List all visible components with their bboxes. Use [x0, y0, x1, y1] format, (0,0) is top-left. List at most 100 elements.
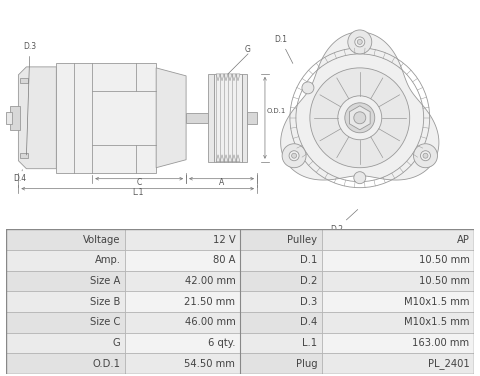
Text: C: C [136, 178, 142, 186]
Text: 42.00 mm: 42.00 mm [185, 276, 235, 286]
Text: G: G [245, 45, 251, 54]
Text: Plug: Plug [296, 359, 317, 369]
Bar [240, 250, 322, 271]
Text: 6 qty.: 6 qty. [208, 338, 235, 348]
Text: PL_2401: PL_2401 [428, 358, 469, 369]
Text: Size A: Size A [90, 276, 120, 286]
Text: D.3: D.3 [300, 297, 317, 307]
Bar [125, 353, 240, 374]
Bar [20, 153, 28, 158]
Circle shape [413, 144, 437, 168]
Polygon shape [228, 155, 232, 162]
Circle shape [355, 37, 365, 47]
Polygon shape [224, 74, 228, 81]
Bar [322, 353, 474, 374]
Text: Size B: Size B [90, 297, 120, 307]
Circle shape [357, 39, 362, 44]
Text: Pulley: Pulley [288, 235, 317, 245]
Polygon shape [228, 74, 232, 81]
Bar [125, 312, 240, 333]
Bar [56, 63, 156, 173]
Bar [125, 333, 240, 353]
Polygon shape [18, 67, 56, 169]
Circle shape [289, 151, 299, 161]
Text: Voltage: Voltage [83, 235, 120, 245]
Polygon shape [156, 68, 186, 168]
Text: D.2: D.2 [300, 276, 317, 286]
Text: AP: AP [456, 235, 469, 245]
Text: 54.50 mm: 54.50 mm [184, 359, 235, 369]
Text: D.4: D.4 [13, 170, 26, 183]
Polygon shape [236, 155, 240, 162]
Polygon shape [220, 74, 224, 81]
Text: A: A [219, 178, 224, 186]
Text: G: G [113, 338, 120, 348]
Bar [322, 291, 474, 312]
Polygon shape [236, 74, 240, 81]
Bar [125, 271, 240, 291]
Bar [240, 333, 322, 353]
Circle shape [302, 82, 314, 94]
Text: D.2: D.2 [330, 209, 358, 233]
Bar [186, 113, 208, 123]
Text: 46.00 mm: 46.00 mm [185, 317, 235, 327]
Circle shape [348, 30, 372, 54]
Bar [6, 112, 12, 124]
Text: 163.00 mm: 163.00 mm [412, 338, 469, 348]
Bar [6, 312, 125, 333]
Text: 10.50 mm: 10.50 mm [419, 276, 469, 286]
Bar [240, 312, 322, 333]
Circle shape [420, 151, 431, 161]
Polygon shape [216, 74, 220, 81]
Circle shape [338, 96, 382, 140]
Bar [6, 291, 125, 312]
Text: M10x1.5 mm: M10x1.5 mm [404, 297, 469, 307]
Bar [242, 74, 247, 162]
Text: O.D.1: O.D.1 [267, 108, 287, 114]
Bar [125, 229, 240, 250]
Bar [214, 74, 242, 162]
Text: 80 A: 80 A [213, 255, 235, 265]
Text: D.1: D.1 [274, 35, 293, 64]
Bar [6, 271, 125, 291]
Text: D.1: D.1 [300, 255, 317, 265]
Bar [247, 112, 257, 124]
Bar [322, 229, 474, 250]
Bar [20, 78, 28, 83]
Polygon shape [220, 155, 224, 162]
Polygon shape [281, 32, 439, 180]
Circle shape [354, 172, 366, 183]
Text: O.D.1: O.D.1 [93, 359, 120, 369]
Bar [6, 333, 125, 353]
Bar [322, 312, 474, 333]
Bar [322, 250, 474, 271]
Bar [240, 229, 322, 250]
Bar [6, 250, 125, 271]
Bar [322, 333, 474, 353]
Bar [208, 74, 214, 162]
Text: L.1: L.1 [302, 338, 317, 348]
Circle shape [345, 103, 375, 133]
Circle shape [423, 153, 428, 158]
Bar [125, 291, 240, 312]
Circle shape [354, 112, 366, 124]
Polygon shape [232, 74, 236, 81]
Polygon shape [224, 155, 228, 162]
Circle shape [282, 144, 306, 168]
Bar [240, 353, 322, 374]
Text: 10.50 mm: 10.50 mm [419, 255, 469, 265]
Bar [322, 271, 474, 291]
Text: M10x1.5 mm: M10x1.5 mm [404, 317, 469, 327]
Polygon shape [216, 155, 220, 162]
Bar [6, 229, 125, 250]
Bar [125, 250, 240, 271]
Bar [11, 106, 20, 130]
Bar [240, 271, 322, 291]
Polygon shape [232, 155, 236, 162]
Text: D.3: D.3 [24, 42, 36, 155]
Text: 12 V: 12 V [213, 235, 235, 245]
Bar [6, 353, 125, 374]
Polygon shape [349, 106, 370, 130]
Text: L.1: L.1 [132, 188, 144, 197]
Text: D.4: D.4 [300, 317, 317, 327]
